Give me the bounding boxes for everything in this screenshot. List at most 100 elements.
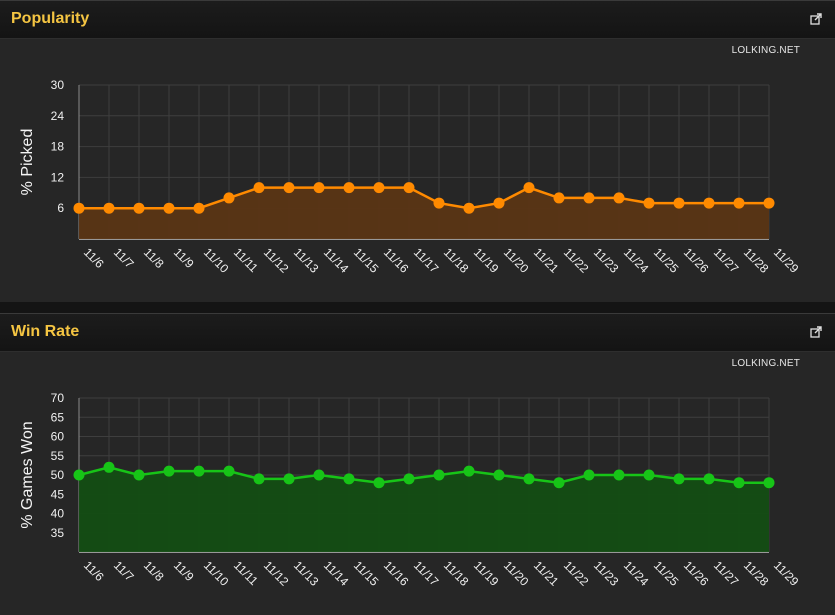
popularity-xtick-label: 11/22 [561,245,592,276]
winrate-data-point[interactable] [673,473,685,485]
winrate-data-point[interactable] [553,477,565,489]
popularity-panel: Popularity LOLKING.NET 6 12 18 24 30 11/6 11/7… [0,0,835,302]
popularity-data-point[interactable] [463,202,475,214]
popularity-data-point[interactable] [553,192,565,204]
popularity-data-point[interactable] [313,182,325,194]
popularity-credit[interactable]: LOLKING.NET [731,45,800,56]
popularity-xtick-label: 11/27 [711,245,742,276]
winrate-header: Win Rate [0,314,835,352]
popularity-data-point[interactable] [283,182,295,194]
winrate-xtick-label: 11/10 [201,558,232,589]
winrate-xtick-label: 11/6 [81,558,107,584]
popularity-xtick-label: 11/21 [531,245,562,276]
popularity-ytick-label: 30 [51,78,65,92]
winrate-xtick-label: 11/13 [291,558,322,589]
winrate-data-point[interactable] [493,469,505,481]
popularity-data-point[interactable] [73,202,85,214]
popularity-data-point[interactable] [733,197,745,209]
popularity-xtick-label: 11/9 [171,245,197,271]
share-icon[interactable] [810,326,822,338]
winrate-data-point[interactable] [433,469,445,481]
popularity-data-point[interactable] [163,202,175,214]
popularity-data-point[interactable] [433,197,445,209]
popularity-ytick-label: 12 [51,170,65,184]
popularity-data-point[interactable] [763,197,775,209]
winrate-xtick-label: 11/8 [141,558,167,584]
winrate-data-point[interactable] [583,469,595,481]
popularity-xtick-label: 11/28 [741,245,772,276]
winrate-ytick-label: 60 [51,430,65,444]
winrate-data-point[interactable] [643,469,655,481]
winrate-credit[interactable]: LOLKING.NET [731,358,800,369]
popularity-xtick-label: 11/26 [681,245,712,276]
winrate-xtick-label: 11/24 [621,558,652,589]
popularity-data-point[interactable] [103,202,115,214]
popularity-data-point[interactable] [193,202,205,214]
winrate-data-point[interactable] [163,465,175,477]
popularity-header: Popularity [0,1,835,39]
winrate-xtick-label: 11/18 [441,558,472,589]
winrate-data-point[interactable] [343,473,355,485]
popularity-xtick-label: 11/24 [621,245,652,276]
winrate-xtick-label: 11/9 [171,558,197,584]
winrate-xtick-label: 11/22 [561,558,592,589]
popularity-area [79,187,769,239]
popularity-data-point[interactable] [403,182,415,194]
popularity-xtick-label: 11/16 [381,245,412,276]
winrate-xtick-label: 11/29 [771,558,802,589]
winrate-xtick-label: 11/11 [231,558,261,588]
winrate-data-point[interactable] [733,477,745,489]
winrate-data-point[interactable] [223,465,235,477]
popularity-data-point[interactable] [133,202,145,214]
popularity-data-point[interactable] [373,182,385,194]
share-icon[interactable] [810,13,822,25]
popularity-data-point[interactable] [253,182,265,194]
popularity-data-point[interactable] [523,182,535,194]
winrate-ytick-label: 40 [51,507,65,521]
winrate-data-point[interactable] [313,469,325,481]
popularity-data-point[interactable] [343,182,355,194]
popularity-data-point[interactable] [643,197,655,209]
popularity-data-point[interactable] [493,197,505,209]
winrate-data-point[interactable] [373,477,385,489]
popularity-data-point[interactable] [223,192,235,204]
winrate-data-point[interactable] [193,465,205,477]
winrate-data-point[interactable] [73,469,85,481]
popularity-xtick-label: 11/25 [651,245,682,276]
winrate-ytick-label: 45 [51,487,65,501]
winrate-data-point[interactable] [703,473,715,485]
popularity-xtick-label: 11/12 [261,245,292,276]
popularity-xtick-label: 11/17 [411,245,442,276]
winrate-chart-area: LOLKING.NET 35 40 45 50 55 60 65 70 11/6 11/7 11/8… [0,352,835,615]
winrate-data-point[interactable] [253,473,265,485]
winrate-data-point[interactable] [763,477,775,489]
popularity-xtick-label: 11/19 [471,245,502,276]
winrate-xtick-label: 11/14 [321,558,352,589]
popularity-xtick-label: 11/8 [141,245,167,271]
winrate-data-point[interactable] [613,469,625,481]
popularity-data-point[interactable] [583,192,595,204]
winrate-xtick-label: 11/15 [351,558,382,589]
winrate-data-point[interactable] [283,473,295,485]
winrate-data-point[interactable] [463,465,475,477]
popularity-xtick-label: 11/7 [111,245,137,271]
popularity-ytick-label: 6 [57,201,64,215]
winrate-xtick-label: 11/25 [651,558,682,589]
popularity-xtick-label: 11/18 [441,245,472,276]
winrate-xtick-label: 11/12 [261,558,292,589]
winrate-xtick-label: 11/26 [681,558,712,589]
winrate-data-point[interactable] [403,473,415,485]
winrate-data-point[interactable] [133,469,145,481]
winrate-data-point[interactable] [523,473,535,485]
winrate-data-point[interactable] [103,461,115,473]
popularity-data-point[interactable] [673,197,685,209]
winrate-ytick-label: 55 [51,449,65,463]
popularity-xtick-label: 11/10 [201,245,232,276]
popularity-data-point[interactable] [703,197,715,209]
winrate-y-axis-label: % Games Won [19,421,36,528]
popularity-data-point[interactable] [613,192,625,204]
winrate-xtick-label: 11/16 [381,558,412,589]
winrate-xtick-label: 11/21 [531,558,562,589]
popularity-xtick-label: 11/14 [321,245,352,276]
